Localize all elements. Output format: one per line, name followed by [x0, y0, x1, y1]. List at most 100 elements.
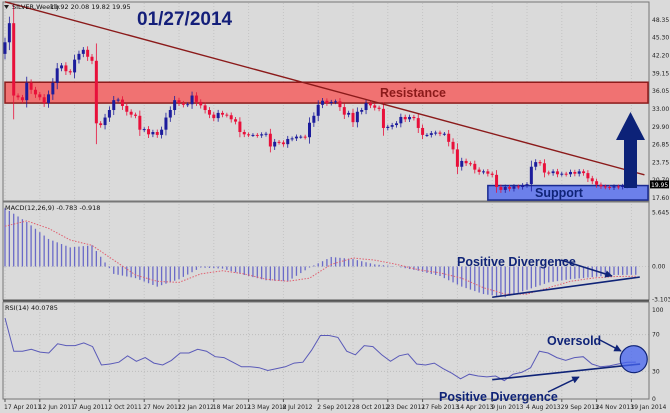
- x-tick-label: 19 Jan 2014: [630, 404, 666, 411]
- candle-body: [303, 136, 307, 138]
- candle-body: [364, 103, 368, 111]
- candle-body: [334, 101, 338, 103]
- rsi-label: RSI(14) 40.0785: [5, 304, 58, 312]
- candle-body: [351, 112, 355, 123]
- candle-body: [286, 138, 290, 145]
- resistance-label: Resistance: [380, 86, 446, 100]
- price-tick-label: 17.60: [652, 195, 669, 202]
- candle-body: [155, 132, 159, 135]
- macd-divergence-label: Positive Divergence: [457, 255, 576, 269]
- macd-tick-label: 0.00: [652, 264, 666, 271]
- candle-body: [194, 95, 198, 102]
- candle-body: [586, 173, 590, 179]
- candle-body: [442, 133, 446, 135]
- candle-body: [168, 110, 172, 118]
- candle-body: [103, 117, 107, 126]
- candle-body: [242, 132, 246, 135]
- candle-body: [547, 172, 551, 174]
- candle-body: [316, 104, 320, 116]
- rsi-name: RSI(14): [5, 304, 29, 312]
- candle-body: [264, 133, 268, 135]
- candle-body: [408, 116, 412, 120]
- candle-body: [529, 166, 533, 185]
- candle-body: [25, 82, 29, 101]
- candle-body: [308, 122, 311, 138]
- candle-body: [447, 133, 451, 142]
- candle-body: [64, 65, 68, 72]
- candle-body: [482, 171, 485, 173]
- candle-body: [186, 104, 190, 106]
- candle-body: [421, 127, 425, 135]
- price-tick-label: 29.90: [652, 124, 669, 131]
- x-tick-label: 8 Jul 2012: [282, 404, 312, 411]
- candle-body: [134, 114, 137, 116]
- x-tick-label: 17 Apr 2011: [4, 404, 41, 411]
- candle-body: [508, 187, 512, 189]
- candle-body: [416, 118, 420, 128]
- candle-body: [164, 117, 168, 130]
- candle-body: [112, 100, 116, 111]
- candle-body: [225, 114, 229, 116]
- candle-body: [42, 97, 46, 104]
- candle-body: [534, 162, 538, 167]
- candle-body: [555, 171, 559, 175]
- rsi-divergence-arrow: [547, 376, 580, 393]
- candle-body: [151, 132, 155, 135]
- candle-body: [612, 186, 616, 188]
- candle-body: [560, 173, 564, 175]
- candle-body: [512, 186, 516, 189]
- candle-body: [486, 171, 490, 174]
- candle-body: [473, 163, 477, 170]
- dropdown-triangle-icon[interactable]: [4, 5, 9, 9]
- candle-body: [573, 171, 577, 174]
- oversold-arrow: [597, 338, 622, 352]
- candle-body: [216, 112, 220, 119]
- symbol-label: SILVER,Weekly: [12, 3, 60, 11]
- candle-body: [247, 134, 251, 136]
- candle-body: [582, 171, 586, 174]
- candle-body: [147, 129, 151, 135]
- candle-body: [577, 171, 581, 174]
- x-tick-label: 2 Oct 2011: [108, 404, 141, 411]
- support-label: Support: [535, 186, 584, 200]
- candle-body: [360, 110, 364, 112]
- candle-body: [616, 186, 620, 188]
- candle-body: [347, 112, 351, 115]
- candle-body: [490, 173, 494, 175]
- candle-body: [603, 186, 607, 188]
- candle-body: [373, 105, 377, 108]
- candle-body: [395, 123, 398, 126]
- x-tick-label: 29 Sep 2013: [561, 404, 599, 411]
- candle-body: [212, 114, 216, 119]
- rsi-series: [4, 317, 636, 382]
- candle-body: [294, 136, 298, 139]
- annotations: Resistance Support Positive Divergence Over…: [4, 1, 648, 404]
- candle-body: [412, 116, 416, 119]
- candle-body: [503, 187, 507, 190]
- candle-body: [138, 115, 142, 130]
- x-tick-label: 9 Jun 2013: [491, 404, 523, 411]
- candle-body: [595, 181, 599, 185]
- candle-body: [325, 100, 329, 104]
- up-arrow-icon: [616, 112, 645, 188]
- candle-body: [551, 171, 555, 174]
- x-tick-label: 24 Nov 2013: [596, 404, 635, 411]
- candle-body: [499, 187, 503, 190]
- candle-body: [107, 110, 111, 118]
- candle-body: [7, 23, 11, 43]
- candle-body: [20, 97, 24, 101]
- candle-body: [386, 126, 390, 128]
- x-tick-label: 4 Aug 2013: [526, 404, 561, 411]
- candle-body: [120, 99, 124, 106]
- candle-body: [33, 89, 37, 95]
- macd-tick-label: 5.645: [652, 210, 669, 217]
- x-tick-label: 22 Jan 2012: [178, 404, 214, 411]
- candle-body: [68, 71, 72, 73]
- price-tick-label: 42.20: [652, 53, 669, 60]
- x-tick-label: 12 Jun 2011: [39, 404, 75, 411]
- candle-body: [203, 105, 207, 111]
- x-tick-label: 23 Dec 2012: [387, 404, 426, 411]
- candle-body: [277, 141, 281, 143]
- x-tick-label: 14 Apr 2013: [456, 404, 493, 411]
